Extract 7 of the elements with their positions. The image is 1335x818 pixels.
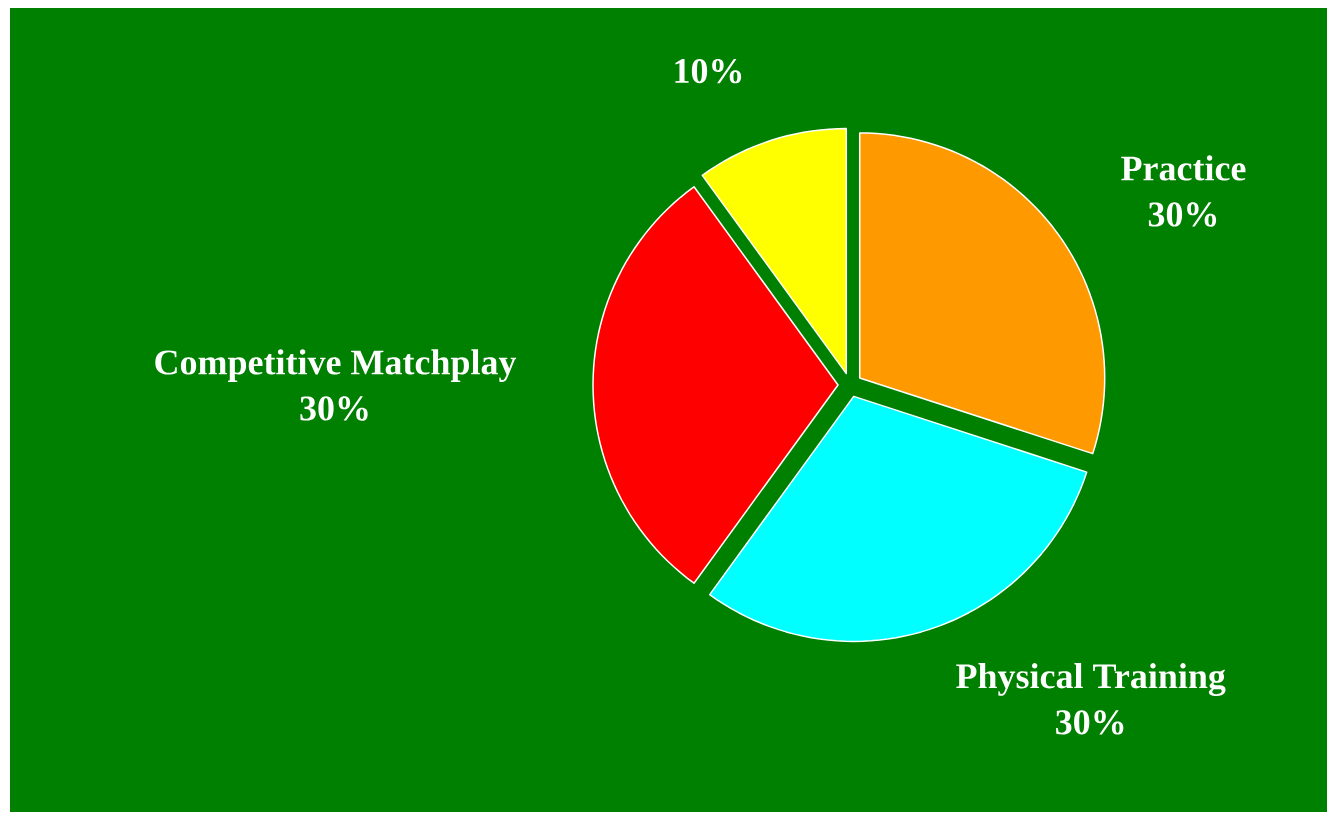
data-label: 30% (1148, 202, 1217, 227)
slice-label: Practice (1121, 155, 1246, 181)
slice-label: Physical Training (956, 663, 1226, 697)
data-label: 10% (675, 58, 742, 84)
data-label: 30% (300, 396, 368, 421)
slice-label: Competitive Matchplay (155, 349, 517, 382)
data-label: 30% (1056, 710, 1124, 735)
